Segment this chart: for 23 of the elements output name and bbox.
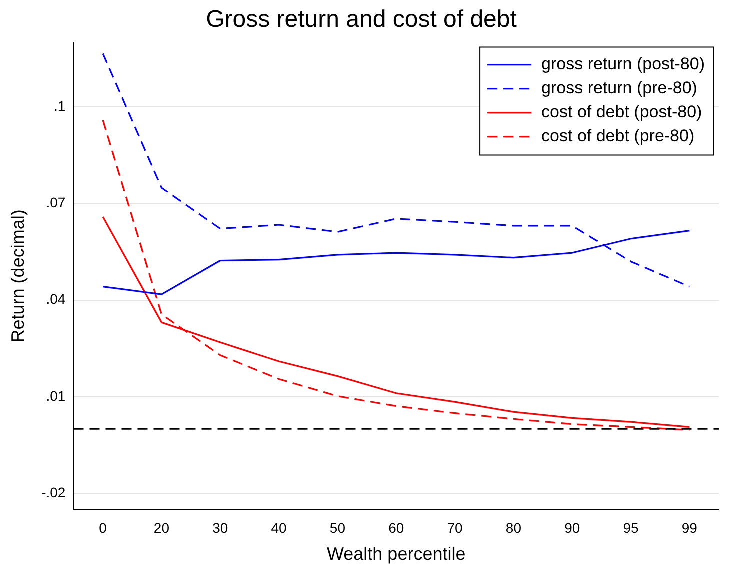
x-tick-label: 0 (99, 520, 108, 536)
x-tick-label: 70 (447, 520, 464, 536)
y-tick-label: -.02 (42, 484, 66, 500)
chart-title: Gross return and cost of debt (206, 6, 518, 34)
x-tick-label: 90 (564, 520, 580, 536)
legend-label: cost of debt (post-80) (542, 102, 702, 122)
x-tick-label: 40 (271, 520, 288, 536)
legend-label: cost of debt (pre-80) (542, 126, 695, 146)
y-axis-title: Return (decimal) (8, 210, 28, 343)
legend-label: gross return (post-80) (542, 54, 705, 74)
y-tick-label: .1 (54, 98, 66, 114)
x-tick-label: 99 (682, 520, 698, 536)
y-tick-label: .07 (46, 194, 66, 211)
x-tick-label: 60 (388, 520, 404, 536)
x-axis-title: Wealth percentile (326, 544, 466, 564)
x-tick-label: 80 (506, 520, 522, 536)
x-tick-label: 95 (623, 520, 640, 536)
legend-label: gross return (pre-80) (542, 78, 698, 98)
x-tick-label: 20 (154, 520, 170, 536)
x-tick-label: 50 (330, 520, 346, 536)
y-tick-label: .04 (46, 291, 66, 308)
y-tick-label: .01 (46, 388, 66, 404)
x-tick-label: 30 (212, 520, 228, 536)
